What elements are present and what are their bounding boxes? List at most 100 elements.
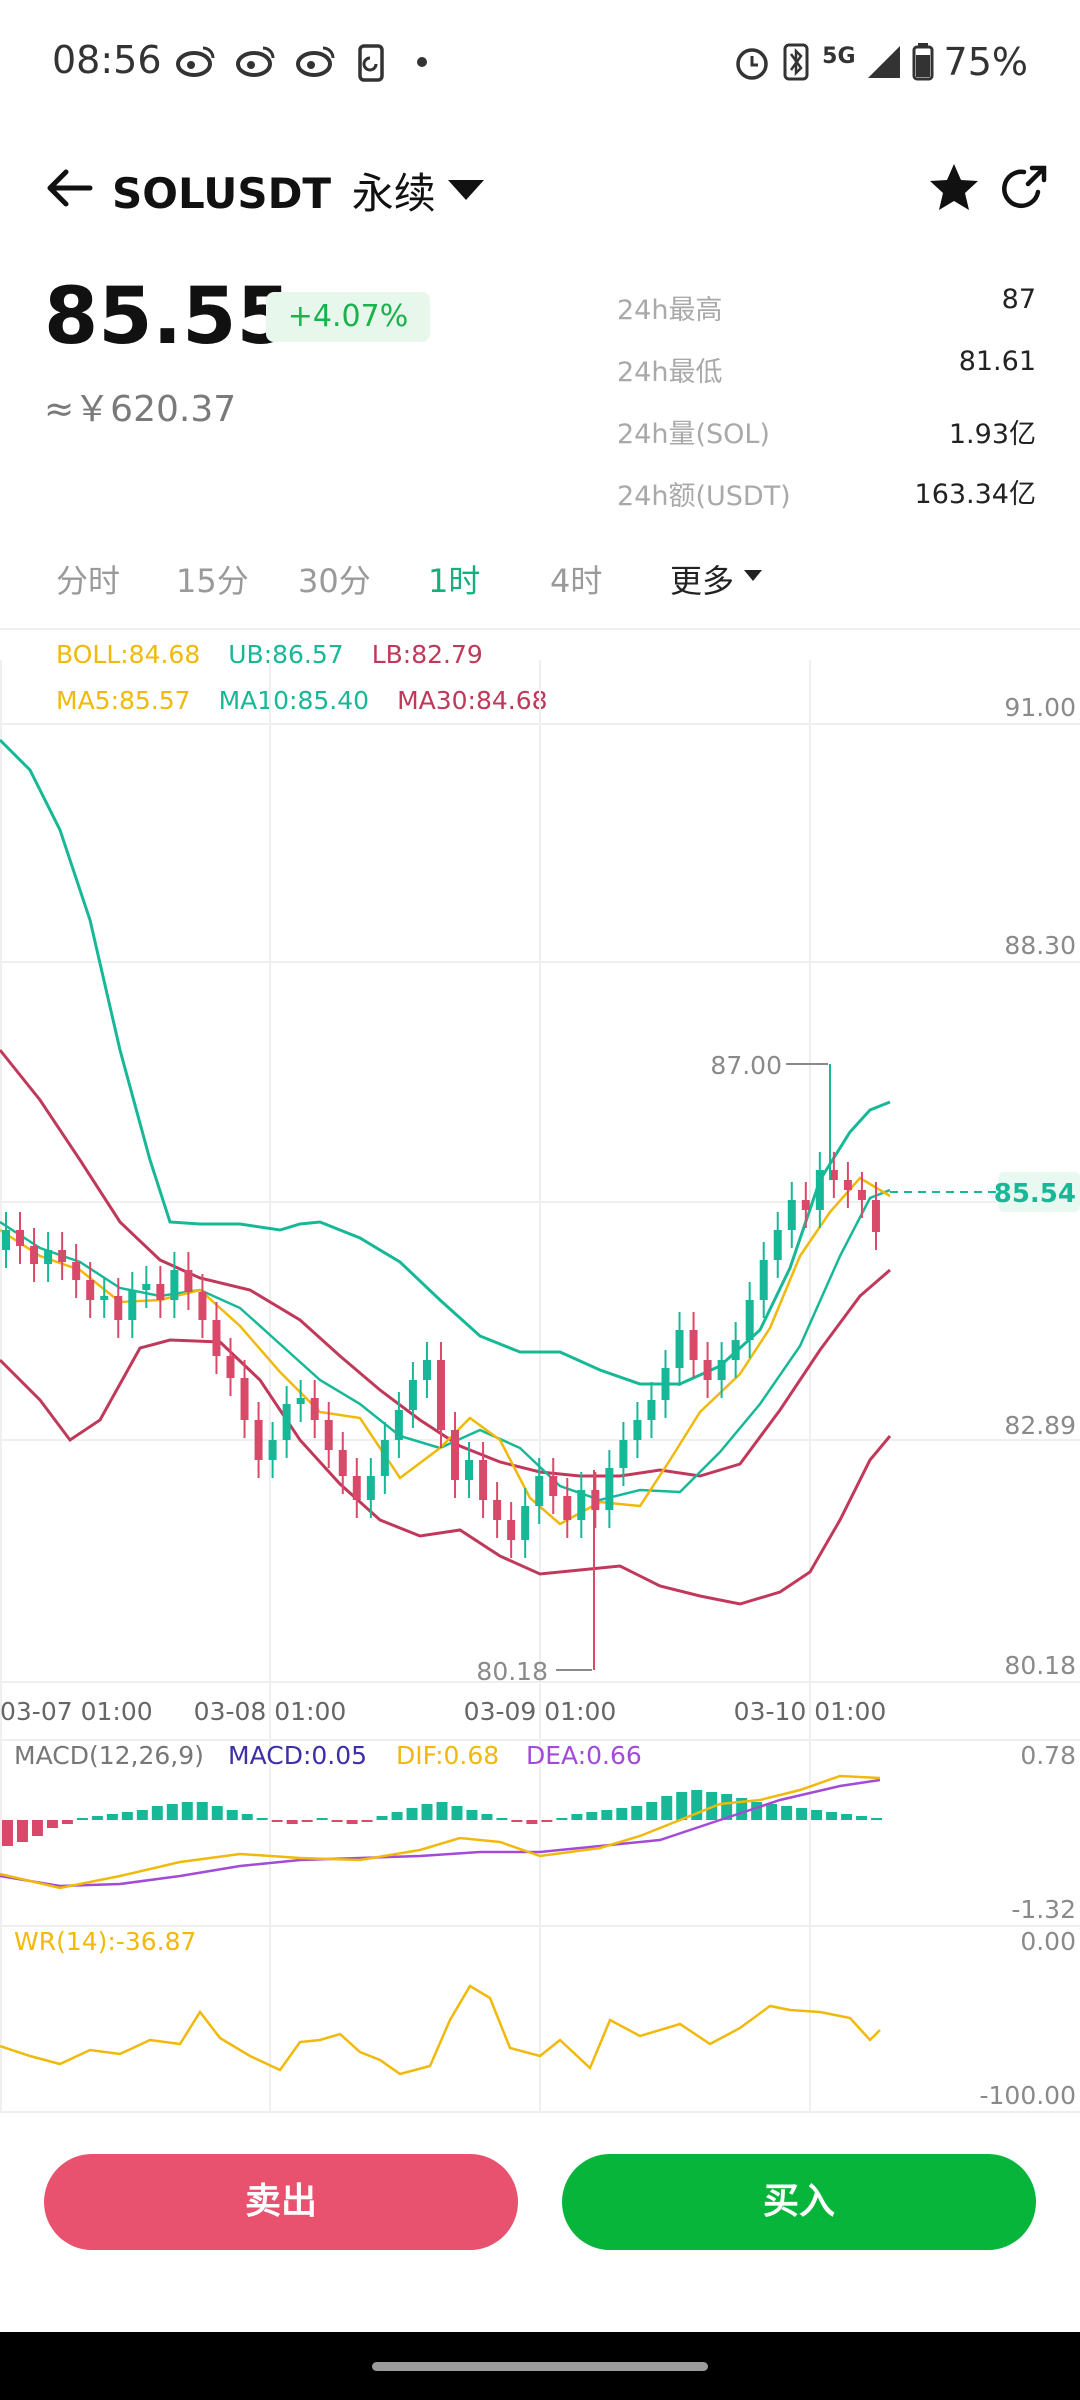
candle-body — [815, 1170, 824, 1210]
macd-bar — [376, 1816, 388, 1820]
wr-axis-top: 0.00 — [1020, 1927, 1076, 1956]
tab-timeshare[interactable]: 分时 — [56, 562, 121, 600]
candle-body — [647, 1400, 656, 1420]
candle-body — [479, 1460, 488, 1500]
candle-body — [773, 1230, 782, 1260]
macd-bar — [2, 1820, 13, 1846]
macd-bar — [631, 1806, 643, 1820]
price-axis-91: 91.00 — [1004, 693, 1076, 722]
macd-bar — [31, 1820, 43, 1836]
macd-bar — [466, 1810, 478, 1820]
macd-bar — [226, 1810, 238, 1820]
candle-body — [282, 1404, 291, 1440]
macd-bar — [91, 1816, 103, 1820]
back-arrow-icon[interactable] — [40, 160, 96, 216]
candle-body — [2, 1230, 10, 1250]
macd-bar — [766, 1804, 778, 1820]
candle-body — [128, 1290, 137, 1320]
stat-volume-label: 24h量(SOL) — [617, 419, 770, 450]
candle-body — [801, 1200, 810, 1210]
macd-bar — [46, 1820, 58, 1828]
alarm-icon — [736, 48, 768, 80]
price-axis-8830: 88.30 — [1004, 931, 1076, 960]
macd-bar — [106, 1814, 118, 1820]
kline-chart[interactable]: 91.00 88.30 82.89 80.18 87.00 80.18 85.5… — [0, 620, 1080, 2120]
candle-body — [507, 1520, 516, 1540]
tab-more[interactable]: 更多 — [670, 562, 735, 600]
candle-body — [268, 1440, 277, 1460]
candle-body — [366, 1476, 375, 1500]
macd-bar — [601, 1810, 613, 1820]
ma10-value: MA10:85.40 — [218, 686, 370, 715]
macd-bar — [856, 1816, 868, 1820]
macd-bar — [781, 1806, 793, 1820]
candle-body — [521, 1506, 530, 1540]
symbol-dropdown-icon[interactable] — [448, 180, 484, 200]
candle-body — [394, 1410, 403, 1440]
weibo-icon — [296, 46, 335, 77]
candle-body — [436, 1360, 445, 1430]
stat-low-label: 24h最低 — [617, 357, 723, 388]
status-left-icons — [176, 44, 434, 82]
home-gesture-pill[interactable] — [372, 2362, 708, 2371]
stat-turnover-value: 163.34亿 — [914, 479, 1036, 510]
network-label: 5G — [822, 43, 856, 69]
boll-lower-line — [0, 1338, 892, 1606]
macd-bar — [391, 1812, 403, 1820]
candle-body — [843, 1180, 852, 1190]
candle-body — [114, 1296, 123, 1320]
macd-bar — [241, 1814, 253, 1820]
symbol-title[interactable]: SOLUSDT 永续 — [112, 160, 436, 221]
wr-label: WR(14):-36.87 — [14, 1927, 196, 1956]
symbol-name: SOLUSDT — [112, 169, 332, 218]
candle-body — [226, 1356, 235, 1378]
macd-bar — [841, 1814, 853, 1820]
candle-body — [380, 1440, 389, 1476]
weibo-icon — [236, 46, 275, 77]
tab-4h[interactable]: 4时 — [550, 562, 603, 600]
sell-button[interactable]: 卖出 — [44, 2154, 518, 2250]
candle-body — [16, 1230, 25, 1246]
time-label-0309: 03-09 01:00 — [464, 1697, 617, 1726]
candle-body — [142, 1284, 151, 1290]
status-time: 08:56 — [52, 38, 162, 82]
candle-body — [745, 1300, 754, 1340]
macd-bar — [526, 1820, 538, 1824]
macd-bar — [346, 1820, 358, 1824]
macd-bar — [571, 1814, 583, 1820]
ma30-value: MA30:84.68 — [397, 686, 548, 715]
macd-bar — [721, 1794, 733, 1820]
tab-1h[interactable]: 1时 — [428, 562, 481, 600]
tab-15m[interactable]: 15分 — [176, 562, 249, 600]
boll-ub: UB:86.57 — [228, 640, 344, 669]
buy-button[interactable]: 买入 — [562, 2154, 1036, 2250]
macd-bar — [541, 1820, 553, 1822]
candle-body — [759, 1260, 768, 1300]
bluetooth-icon — [783, 43, 809, 81]
stat-turnover-label: 24h额(USDT) — [617, 481, 791, 512]
candle-body — [254, 1420, 263, 1460]
candle-body — [324, 1420, 333, 1450]
stat-high-value: 87 — [1001, 284, 1036, 315]
candle-body — [661, 1368, 670, 1400]
macd-bar — [301, 1820, 313, 1822]
candle-body — [86, 1280, 95, 1300]
candle-body — [633, 1420, 642, 1440]
macd-value: MACD:0.05 — [228, 1741, 367, 1770]
macd-bar — [271, 1820, 283, 1822]
macd-bar — [256, 1818, 268, 1820]
more-caret-icon — [744, 570, 762, 581]
candle-body — [619, 1440, 628, 1468]
tab-30m[interactable]: 30分 — [298, 562, 371, 600]
macd-bar — [511, 1820, 523, 1822]
macd-bar — [331, 1820, 343, 1822]
share-icon[interactable] — [998, 162, 1050, 214]
battery-level: 75% — [943, 40, 1028, 84]
favorite-star-icon[interactable] — [926, 160, 982, 216]
macd-bar — [136, 1810, 148, 1820]
macd-bar — [121, 1812, 133, 1820]
weibo-icon — [176, 46, 215, 77]
wr-line — [0, 1984, 881, 2076]
cny-price: ≈￥620.37 — [44, 389, 237, 430]
macd-bar — [196, 1802, 208, 1820]
